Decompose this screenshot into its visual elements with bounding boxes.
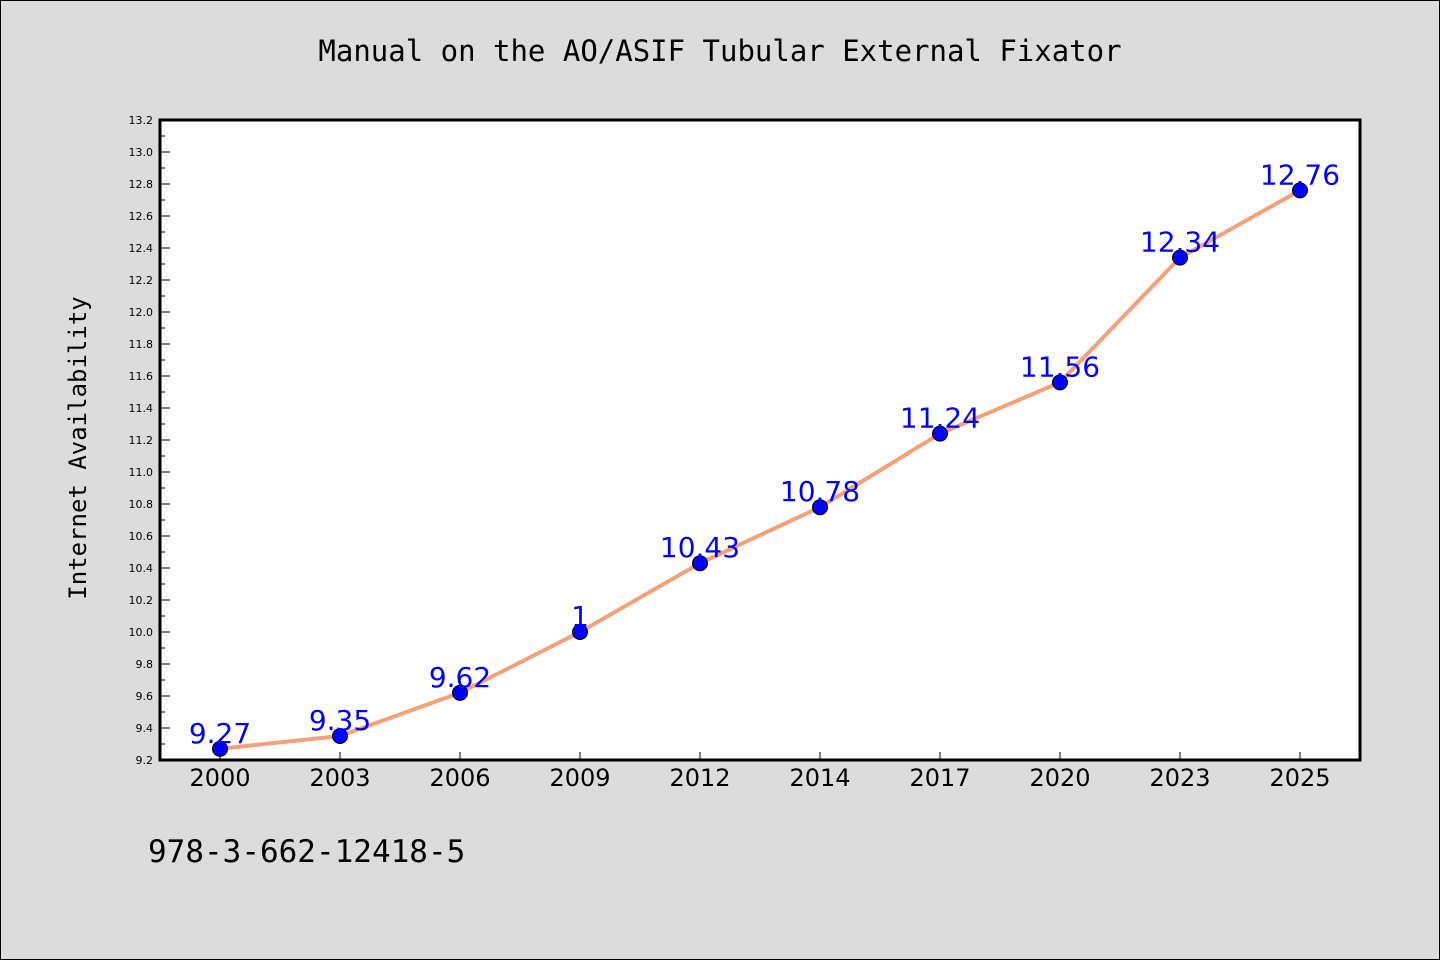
x-tick-label: 2020 xyxy=(1029,764,1090,792)
data-label: 1 xyxy=(571,600,589,633)
data-point xyxy=(572,624,588,640)
data-label: 12.34 xyxy=(1140,226,1220,259)
data-point xyxy=(332,728,348,744)
x-axis: 2000 2003 2006 2009 2012 2014 2017 2020 2023 2025 xyxy=(189,752,1331,792)
y-tick-label: 10.8 xyxy=(129,498,154,511)
x-tick-label: 2012 xyxy=(669,764,730,792)
y-tick-label: 9.4 xyxy=(136,722,154,735)
x-tick-label: 2025 xyxy=(1269,764,1330,792)
plot-area xyxy=(158,118,1362,762)
data-label: 9.62 xyxy=(429,661,491,694)
x-tick-label: 2003 xyxy=(309,764,370,792)
data-point xyxy=(1292,182,1308,199)
data-label: 12.76 xyxy=(1260,158,1340,191)
y-tick-label: 12.2 xyxy=(129,274,154,287)
data-point xyxy=(692,555,708,572)
y-tick-label: 9.2 xyxy=(136,754,154,767)
y-tick-label: 10.6 xyxy=(129,530,154,543)
data-point xyxy=(1052,374,1068,391)
x-tick-label: 2014 xyxy=(789,764,850,792)
y-tick-label: 10.0 xyxy=(129,626,154,639)
y-tick-label: 11.6 xyxy=(129,370,154,383)
data-label: 9.35 xyxy=(309,704,371,737)
y-tick-label: 11.8 xyxy=(129,338,154,351)
data-label: 11.56 xyxy=(1020,350,1100,383)
x-tick-label: 2023 xyxy=(1149,764,1210,792)
data-labels: 9.27 9.35 9.62 1 10.43 10.78 11.24 11.56 12.34 12… xyxy=(189,158,1340,749)
x-tick-label: 2017 xyxy=(909,764,970,792)
data-label: 11.24 xyxy=(900,402,980,435)
y-tick-label: 11.0 xyxy=(129,466,154,479)
y-tick-label: 11.4 xyxy=(129,402,154,415)
data-point xyxy=(932,425,948,442)
y-tick-label: 12.6 xyxy=(129,210,154,223)
y-axis: 9.2 9.4 9.6 9.8 10.0 10.2 10.4 10.6 10.8 11.0 11.2… xyxy=(129,114,170,767)
y-tick-label: 10.4 xyxy=(129,562,154,575)
series-line xyxy=(219,188,1301,751)
y-tick-label: 9.6 xyxy=(136,690,154,703)
footnote: 978-3-662-12418-5 xyxy=(148,834,466,870)
chart-title: Manual on the AO/ASIF Tubular External F… xyxy=(318,34,1122,68)
data-label: 10.78 xyxy=(780,475,860,508)
y-tick-label: 12.0 xyxy=(129,306,154,319)
y-tick-label: 9.8 xyxy=(136,658,154,671)
x-tick-label: 2009 xyxy=(549,764,610,792)
data-point xyxy=(812,499,828,516)
data-label: 10.43 xyxy=(660,531,740,564)
y-tick-label: 11.2 xyxy=(129,434,154,447)
y-tick-label: 13.2 xyxy=(129,114,154,127)
y-tick-label: 12.4 xyxy=(129,242,154,255)
y-tick-label: 12.8 xyxy=(129,178,154,191)
data-point xyxy=(212,740,228,757)
data-label: 9.27 xyxy=(189,717,251,750)
data-markers xyxy=(212,182,1308,757)
y-tick-label: 10.2 xyxy=(129,594,154,607)
y-axis-label: Internet Availability xyxy=(64,296,92,599)
x-tick-label: 2006 xyxy=(429,764,490,792)
y-tick-label: 13.0 xyxy=(129,146,154,159)
data-point xyxy=(452,684,468,701)
x-tick-label: 2000 xyxy=(189,764,250,792)
data-point xyxy=(1172,249,1188,266)
